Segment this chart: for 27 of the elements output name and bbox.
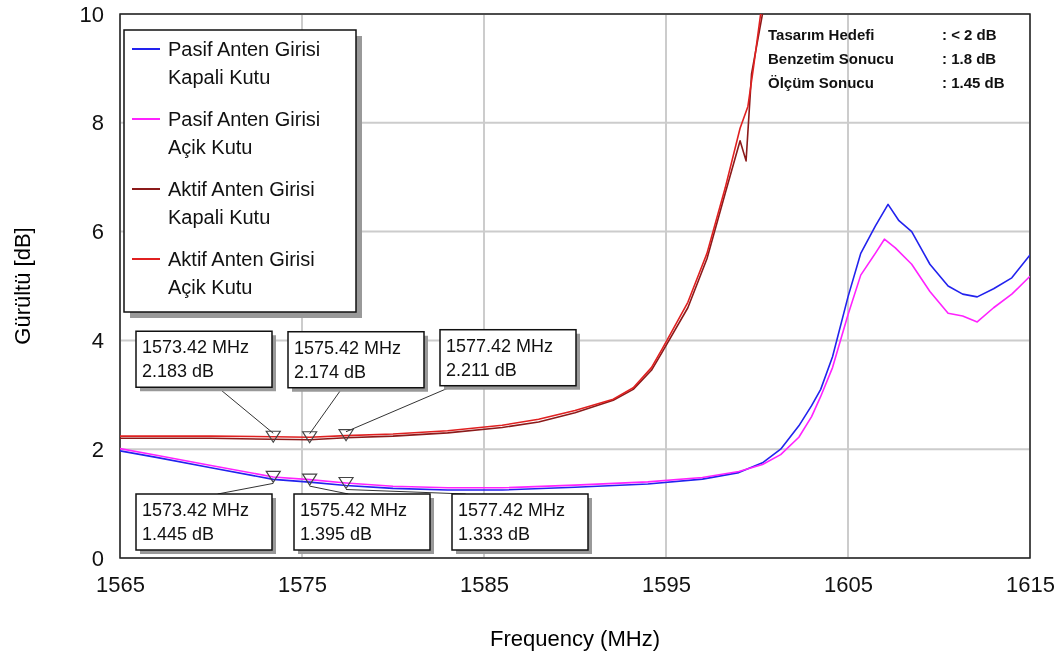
x-tick-label: 1565 [96, 571, 145, 597]
annotation: 1577.42 MHz 1.333 dB [458, 500, 566, 544]
x-tick-label: 1575 [278, 571, 327, 597]
x-tick-label: 1595 [642, 571, 691, 597]
x-tick-label: 1615 [1006, 571, 1055, 597]
x-tick-label: 1605 [824, 571, 873, 597]
annotation: 1577.42 MHz 2.211 dB [446, 335, 554, 380]
y-tick-label: 2 [91, 436, 104, 462]
y-tick-label: 0 [91, 545, 104, 571]
y-tick-label: 10 [79, 1, 104, 27]
y-axis-title: Gürültü [dB] [10, 227, 35, 345]
annotation: 1575.42 MHz 1.395 dB [300, 500, 408, 544]
annotation: 1575.42 MHz 2.174 dB [294, 337, 402, 382]
legend-label: Aktif Anten Girisi Açik Kutu [168, 248, 315, 298]
x-tick-label: 1585 [460, 571, 509, 597]
legend-label: Aktif Anten Girisi Kapali Kutu [168, 178, 315, 228]
x-axis-title: Frequency (MHz) [490, 626, 660, 651]
legend-label: Pasif Anten Girisi Kapali Kutu [168, 38, 321, 88]
text: Tasarım Hedefi : < 2 dB [768, 26, 997, 43]
annotation: 1573.42 MHz 1.445 dB [142, 500, 250, 544]
y-tick-label: 4 [91, 327, 104, 353]
annotation: 1573.42 MHz 2.183 dB [142, 337, 250, 382]
y-tick-label: 6 [91, 219, 104, 245]
text: Benzetim Sonucu : 1.8 dB [768, 50, 997, 67]
legend-label: Pasif Anten Girisi Açik Kutu [168, 108, 321, 158]
y-tick-label: 8 [91, 110, 104, 136]
text: Ölçüm Sonucu : 1.45 dB [768, 74, 1005, 91]
